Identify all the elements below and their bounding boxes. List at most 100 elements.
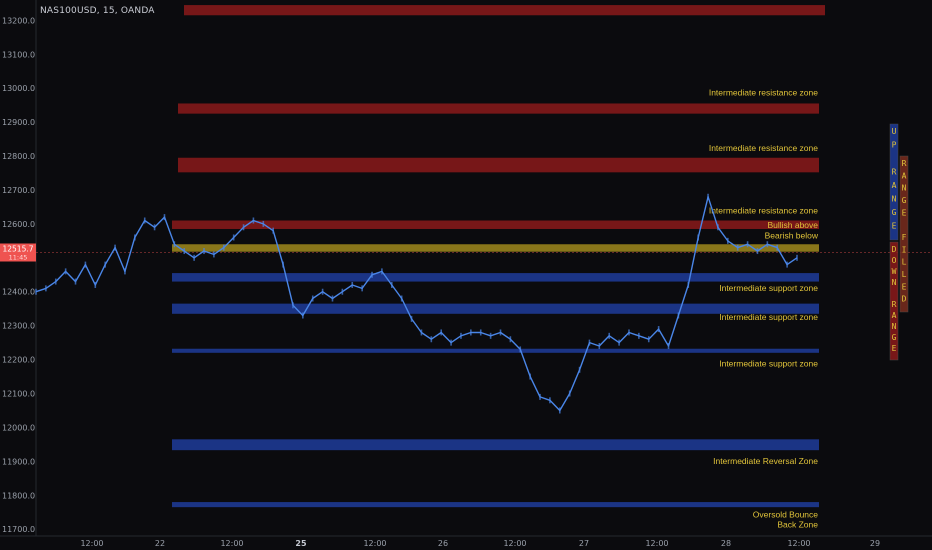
range-filled-letter: E [902,282,907,291]
range-filled-letter: R [902,159,907,168]
price-candle [173,241,176,248]
x-tick-label: 25 [295,539,307,548]
up-range-bar [889,123,899,241]
price-candle [657,326,660,333]
price-candle [766,241,769,248]
zone-label: Intermediate support zone [719,312,818,322]
y-tick-label: 13200.0 [2,16,35,25]
range-filled-letter: L [902,270,907,279]
up-range-letter: A [892,181,897,190]
price-candle [539,393,541,400]
price-candle [470,329,472,336]
y-tick-label: 13000.0 [2,84,35,93]
price-candle [54,278,57,285]
support-zone-band [172,502,819,508]
y-tick-label: 12800.0 [2,152,35,161]
price-badge-countdown: 11:45 [9,253,28,261]
price-candle [638,332,640,339]
resistance-zone-band [172,220,819,229]
x-tick-label: 12:00 [363,539,386,548]
down-range-letter: O [892,256,897,265]
y-tick-label: 11700.0 [2,525,35,534]
x-tick-label: 27 [579,539,589,548]
range-filled-bar [899,155,909,313]
resistance-zone-band [178,157,819,173]
price-candle [45,285,47,292]
price-candle [549,397,551,404]
resistance-zone-band [178,103,819,114]
price-candle [153,224,156,231]
price-candle [302,312,304,319]
price-candle [114,244,116,251]
price-candle [717,224,719,231]
y-tick-label: 12700.0 [2,186,35,195]
price-candle [262,220,265,227]
zone-label: Intermediate support zone [719,283,818,293]
neutral-zone-band [172,244,819,252]
price-candle [292,302,294,309]
down-range-letter: D [892,245,897,254]
price-candle [529,373,531,380]
price-candle [282,261,284,268]
price-candle [272,227,274,234]
price-candle [618,339,620,346]
x-tick-label: 12:00 [787,539,810,548]
price-candle [222,244,225,251]
price-candle [598,343,601,350]
price-badge-value: 12515.7 [2,244,33,253]
zone-label: Back Zone [777,520,818,530]
zone-label: Oversold Bounce [753,509,818,519]
zone-label: Intermediate resistance zone [709,206,818,216]
range-filled-letter: D [902,295,907,304]
x-tick-label: 12:00 [645,539,668,548]
price-candle [213,251,215,258]
x-tick-label: 22 [155,539,165,548]
price-candle [193,254,195,261]
price-candle [519,346,522,353]
price-candle [687,281,690,288]
price-candle [450,339,452,346]
range-filled-letter: N [902,184,907,193]
support-zone-band [172,439,819,451]
price-candle [381,268,383,275]
y-tick-label: 12100.0 [2,390,35,399]
price-candle [489,332,492,339]
price-candle [203,248,205,255]
price-candle [311,295,314,302]
zone-label: Bearish below [765,230,819,240]
range-filled-letter: I [902,245,907,254]
y-tick-label: 12200.0 [2,356,35,365]
price-candle [667,343,670,350]
symbol-title: NAS100USD, 15, OANDA [40,6,155,16]
price-candle [440,329,443,336]
price-candle [697,234,699,241]
up-range-letter: N [892,195,897,204]
price-series-line [35,196,798,412]
price-candle [628,329,630,336]
price-candle [321,288,324,295]
down-range-letter: R [892,300,897,309]
price-candle [183,248,186,255]
price-candle [460,332,462,339]
range-filled-letter: E [902,208,907,217]
down-range-letter: W [892,267,897,276]
y-tick-label: 12600.0 [2,220,35,229]
price-candle [588,339,591,346]
price-candle [232,234,235,241]
support-zone-band [172,303,819,314]
price-candle [351,281,354,288]
price-candle [94,281,97,288]
price-candle [727,237,729,244]
zone-label: Intermediate Reversal Zone [713,456,818,466]
x-tick-label: 29 [870,539,880,548]
y-tick-label: 11800.0 [2,491,35,500]
price-candle [796,254,798,261]
price-candle [756,248,759,255]
price-candle [143,217,146,224]
price-candle [707,193,709,200]
x-tick-label: 12:00 [220,539,243,548]
range-filled-letter: A [902,171,907,180]
price-axis[interactable] [0,0,36,536]
y-tick-label: 13100.0 [2,50,35,59]
